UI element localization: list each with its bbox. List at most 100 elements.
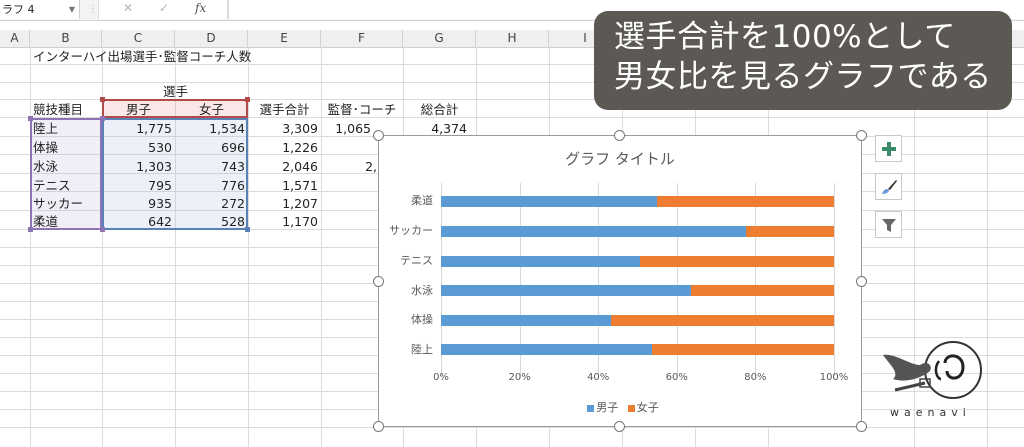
header-event[interactable]: 競技種目 bbox=[33, 102, 84, 117]
cell-female[interactable]: 1,534 bbox=[209, 121, 245, 136]
bar-tennis[interactable] bbox=[441, 256, 834, 267]
cell-event[interactable]: 陸上 bbox=[33, 121, 59, 136]
bar-segment-male[interactable] bbox=[441, 344, 652, 355]
cell-male[interactable]: 795 bbox=[148, 178, 172, 193]
resize-handle-e[interactable] bbox=[856, 276, 867, 287]
cell-male[interactable]: 642 bbox=[148, 214, 172, 229]
resize-handle-se[interactable] bbox=[856, 421, 867, 432]
insert-function-icon[interactable]: fx bbox=[195, 1, 207, 15]
column-header-b[interactable]: B bbox=[30, 30, 102, 47]
bar-judo[interactable] bbox=[441, 196, 834, 207]
cell-female[interactable]: 776 bbox=[221, 178, 245, 193]
range-handle[interactable] bbox=[100, 116, 105, 121]
cell-players-total[interactable]: 1,170 bbox=[282, 214, 318, 229]
header-grand-total[interactable]: 総合計 bbox=[420, 102, 459, 117]
cell-event[interactable]: 体操 bbox=[33, 140, 59, 155]
cell-female[interactable]: 528 bbox=[221, 214, 245, 229]
name-box[interactable]: ラフ 4 ▼ bbox=[0, 0, 80, 19]
enter-icon[interactable]: ✓ bbox=[159, 1, 170, 15]
column-header-g[interactable]: G bbox=[403, 30, 476, 47]
column-header-e[interactable]: E bbox=[248, 30, 321, 47]
cell-players-total[interactable]: 1,226 bbox=[282, 140, 318, 155]
bar-segment-female[interactable] bbox=[651, 344, 834, 355]
cell-male[interactable]: 530 bbox=[148, 140, 172, 155]
bar-soccer[interactable] bbox=[441, 226, 834, 237]
header-female[interactable]: 女子 bbox=[198, 102, 224, 117]
cell-event[interactable]: サッカー bbox=[33, 196, 84, 211]
column-header-f[interactable]: F bbox=[321, 30, 403, 47]
cell-female[interactable]: 272 bbox=[221, 196, 245, 211]
cell-event[interactable]: 水泳 bbox=[33, 159, 59, 174]
cell-male[interactable]: 1,775 bbox=[136, 121, 172, 136]
sheet-title-cell[interactable]: インターハイ出場選手･監督コーチ人数 bbox=[33, 49, 252, 64]
waenavi-logo-icon bbox=[883, 341, 982, 399]
resize-handle-sw[interactable] bbox=[373, 421, 384, 432]
category-label: 陸上 bbox=[411, 343, 433, 356]
stacked-bar-chart[interactable]: グラフ タイトル 柔道 サッカー テニス 水泳 体操 bbox=[378, 135, 862, 427]
resize-handle-w[interactable] bbox=[373, 276, 384, 287]
caption-line-2: 男女比を見るグラフである bbox=[614, 59, 992, 95]
range-handle[interactable] bbox=[100, 227, 105, 232]
resize-handle-n[interactable] bbox=[614, 130, 625, 141]
bar-segment-female[interactable] bbox=[745, 226, 834, 237]
cell-event[interactable]: 柔道 bbox=[33, 214, 59, 229]
bar-segment-female[interactable] bbox=[610, 315, 834, 326]
bar-segment-female[interactable] bbox=[639, 256, 834, 267]
cell-coaches[interactable]: 1,065 bbox=[335, 121, 371, 136]
watermark-text: waenavi bbox=[890, 406, 971, 419]
cell-players-total[interactable]: 3,309 bbox=[282, 121, 318, 136]
chart-title[interactable]: グラフ タイトル bbox=[565, 150, 675, 168]
bar-gymnastics[interactable] bbox=[441, 315, 834, 326]
group-header-cell[interactable]: 選手 bbox=[162, 84, 188, 99]
chart-styles-button[interactable] bbox=[875, 173, 902, 200]
bar-segment-male[interactable] bbox=[441, 315, 611, 326]
cell-players-total[interactable]: 1,571 bbox=[282, 178, 318, 193]
legend-swatch-female bbox=[627, 404, 635, 412]
cell-female[interactable]: 696 bbox=[221, 140, 245, 155]
resize-handle-ne[interactable] bbox=[856, 130, 867, 141]
cell-male[interactable]: 1,303 bbox=[136, 159, 172, 174]
values-range-highlight[interactable] bbox=[102, 118, 248, 230]
header-coaches[interactable]: 監督･コーチ bbox=[327, 102, 397, 117]
resize-handle-s[interactable] bbox=[614, 421, 625, 432]
cancel-icon[interactable]: ✕ bbox=[123, 1, 134, 15]
bar-segment-female[interactable] bbox=[691, 285, 834, 296]
cell-female[interactable]: 743 bbox=[221, 159, 245, 174]
series-names-range-highlight[interactable] bbox=[102, 99, 248, 118]
name-box-dropdown-icon[interactable]: ▼ bbox=[68, 5, 75, 14]
plot-area[interactable]: 柔道 サッカー テニス 水泳 体操 陸上 bbox=[389, 183, 835, 376]
resize-handle-nw[interactable] bbox=[373, 130, 384, 141]
range-handle[interactable] bbox=[100, 97, 105, 102]
range-handle[interactable] bbox=[245, 97, 250, 102]
bar-segment-female[interactable] bbox=[656, 196, 834, 207]
caption-overlay: 選手合計を100%として 男女比を見るグラフである bbox=[594, 11, 1012, 110]
bar-segment-male[interactable] bbox=[441, 226, 746, 237]
column-header-d[interactable]: D bbox=[175, 30, 248, 47]
cell-coaches[interactable]: 2, bbox=[365, 159, 377, 174]
bar-segment-male[interactable] bbox=[441, 285, 692, 296]
chart-legend[interactable]: 男子 女子 bbox=[379, 399, 861, 415]
chart-filters-button[interactable] bbox=[875, 211, 902, 238]
chart-elements-button[interactable] bbox=[875, 135, 902, 162]
column-header-h[interactable]: H bbox=[476, 30, 549, 47]
cell-players-total[interactable]: 2,046 bbox=[282, 159, 318, 174]
legend-swatch-male bbox=[587, 404, 595, 412]
bar-swimming[interactable] bbox=[441, 285, 834, 296]
range-handle[interactable] bbox=[28, 227, 33, 232]
cell-grand-total[interactable]: 4,374 bbox=[431, 121, 467, 136]
range-handle[interactable] bbox=[245, 227, 250, 232]
category-range-highlight[interactable] bbox=[30, 118, 102, 230]
cell-event[interactable]: テニス bbox=[33, 178, 71, 193]
range-handle[interactable] bbox=[28, 116, 33, 121]
category-label: テニス bbox=[400, 254, 433, 267]
bar-segment-male[interactable] bbox=[441, 196, 657, 207]
bar-track-field[interactable] bbox=[441, 344, 834, 355]
header-male[interactable]: 男子 bbox=[125, 102, 151, 117]
bar-segment-male[interactable] bbox=[441, 256, 640, 267]
cell-male[interactable]: 935 bbox=[148, 196, 172, 211]
cell-players-total[interactable]: 1,207 bbox=[282, 196, 318, 211]
column-header-c[interactable]: C bbox=[102, 30, 175, 47]
x-tick-label: 0% bbox=[433, 372, 449, 383]
column-header-a[interactable]: A bbox=[0, 30, 30, 47]
header-players-total[interactable]: 選手合計 bbox=[259, 102, 310, 117]
